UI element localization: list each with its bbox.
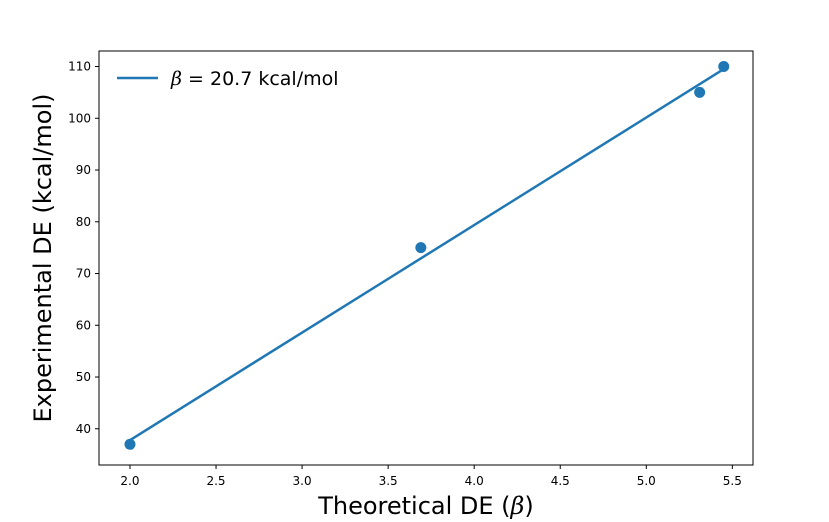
y-tick-label: 90 [76, 163, 91, 177]
y-axis-ticks: 40 50 60 70 80 90 100 110 [68, 60, 99, 436]
x-tick-label: 5.0 [637, 474, 656, 488]
x-axis-title-prefix: Theoretical DE ( [317, 492, 510, 520]
data-point [124, 438, 136, 450]
y-tick-label: 110 [68, 60, 91, 74]
x-axis-title-symbol: β [510, 492, 525, 520]
points-layer [124, 61, 730, 450]
fit-line-layer [129, 68, 725, 442]
x-tick-label: 2.5 [206, 474, 225, 488]
legend-label: β = 20.7 kcal/mol [170, 68, 339, 90]
x-axis-title: Theoretical DE (β) [317, 492, 534, 520]
x-axis-ticks: 2.0 2.5 3.0 3.5 4.0 4.5 5.0 5.5 [120, 465, 742, 488]
legend-value: = 20.7 kcal/mol [182, 68, 339, 90]
y-tick-label: 70 [76, 267, 91, 281]
data-point [415, 242, 427, 254]
y-axis-title: Experimental DE (kcal/mol) [29, 94, 57, 423]
y-tick-label: 50 [76, 370, 91, 384]
y-tick-label: 40 [76, 422, 91, 436]
legend: β = 20.7 kcal/mol [117, 68, 339, 90]
x-tick-label: 3.5 [379, 474, 398, 488]
x-tick-label: 5.5 [723, 474, 742, 488]
x-axis-title-suffix: ) [524, 492, 533, 520]
data-point [694, 86, 706, 98]
x-tick-label: 4.5 [551, 474, 570, 488]
y-tick-label: 60 [76, 318, 91, 332]
x-tick-label: 4.0 [465, 474, 484, 488]
plot-frame [98, 50, 754, 466]
legend-symbol: β [170, 68, 182, 90]
y-tick-label: 80 [76, 215, 91, 229]
x-tick-label: 2.0 [120, 474, 139, 488]
y-tick-label: 100 [68, 111, 91, 125]
data-point [718, 61, 730, 73]
fit-line [129, 68, 725, 442]
x-tick-label: 3.0 [293, 474, 312, 488]
